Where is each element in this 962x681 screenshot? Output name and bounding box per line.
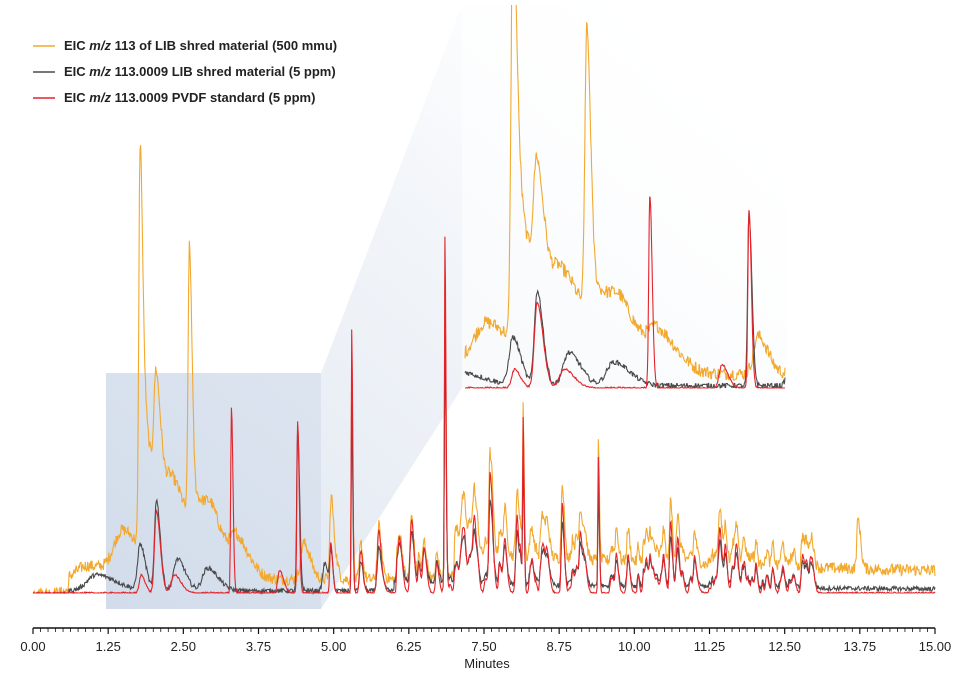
x-tick-label: 11.25 [694, 639, 726, 654]
x-tick-label: 6.25 [396, 639, 421, 654]
inset-trace-orange [464, 5, 786, 381]
legend-entry-red: EIC m/z 113.0009 PVDF standard (5 ppm) [64, 90, 315, 105]
legend-entry-gray: EIC m/z 113.0009 LIB shred material (5 p… [64, 64, 336, 79]
x-tick-label: 7.50 [471, 639, 496, 654]
x-tick-label: 15.00 [919, 639, 952, 654]
x-axis-ticks: 0.00 1.25 2.50 3.75 5.00 6.25 7.50 8.75 10.00 11.… [20, 628, 951, 654]
x-tick-label: 10.00 [618, 639, 651, 654]
x-axis-label: Minutes [464, 656, 510, 671]
legend: EIC m/z 113 of LIB shred material (500 m… [33, 38, 337, 105]
inset-background [462, 5, 787, 393]
trace-orange [32, 145, 936, 594]
x-tick-label: 5.00 [321, 639, 346, 654]
inset-zoom-plot [464, 5, 786, 389]
x-tick-label: 13.75 [844, 639, 877, 654]
trace-red [32, 236, 936, 595]
inset-trace-gray [464, 215, 786, 389]
legend-entry-orange: EIC m/z 113 of LIB shred material (500 m… [64, 38, 337, 53]
x-tick-label: 3.75 [246, 639, 271, 654]
x-tick-label: 0.00 [20, 639, 45, 654]
inset-trace-red [465, 196, 785, 389]
main-plot-area [32, 145, 936, 596]
x-tick-label: 12.50 [768, 639, 801, 654]
x-tick-label: 8.75 [547, 639, 572, 654]
x-tick-label: 1.25 [96, 639, 121, 654]
x-tick-label: 2.50 [171, 639, 196, 654]
